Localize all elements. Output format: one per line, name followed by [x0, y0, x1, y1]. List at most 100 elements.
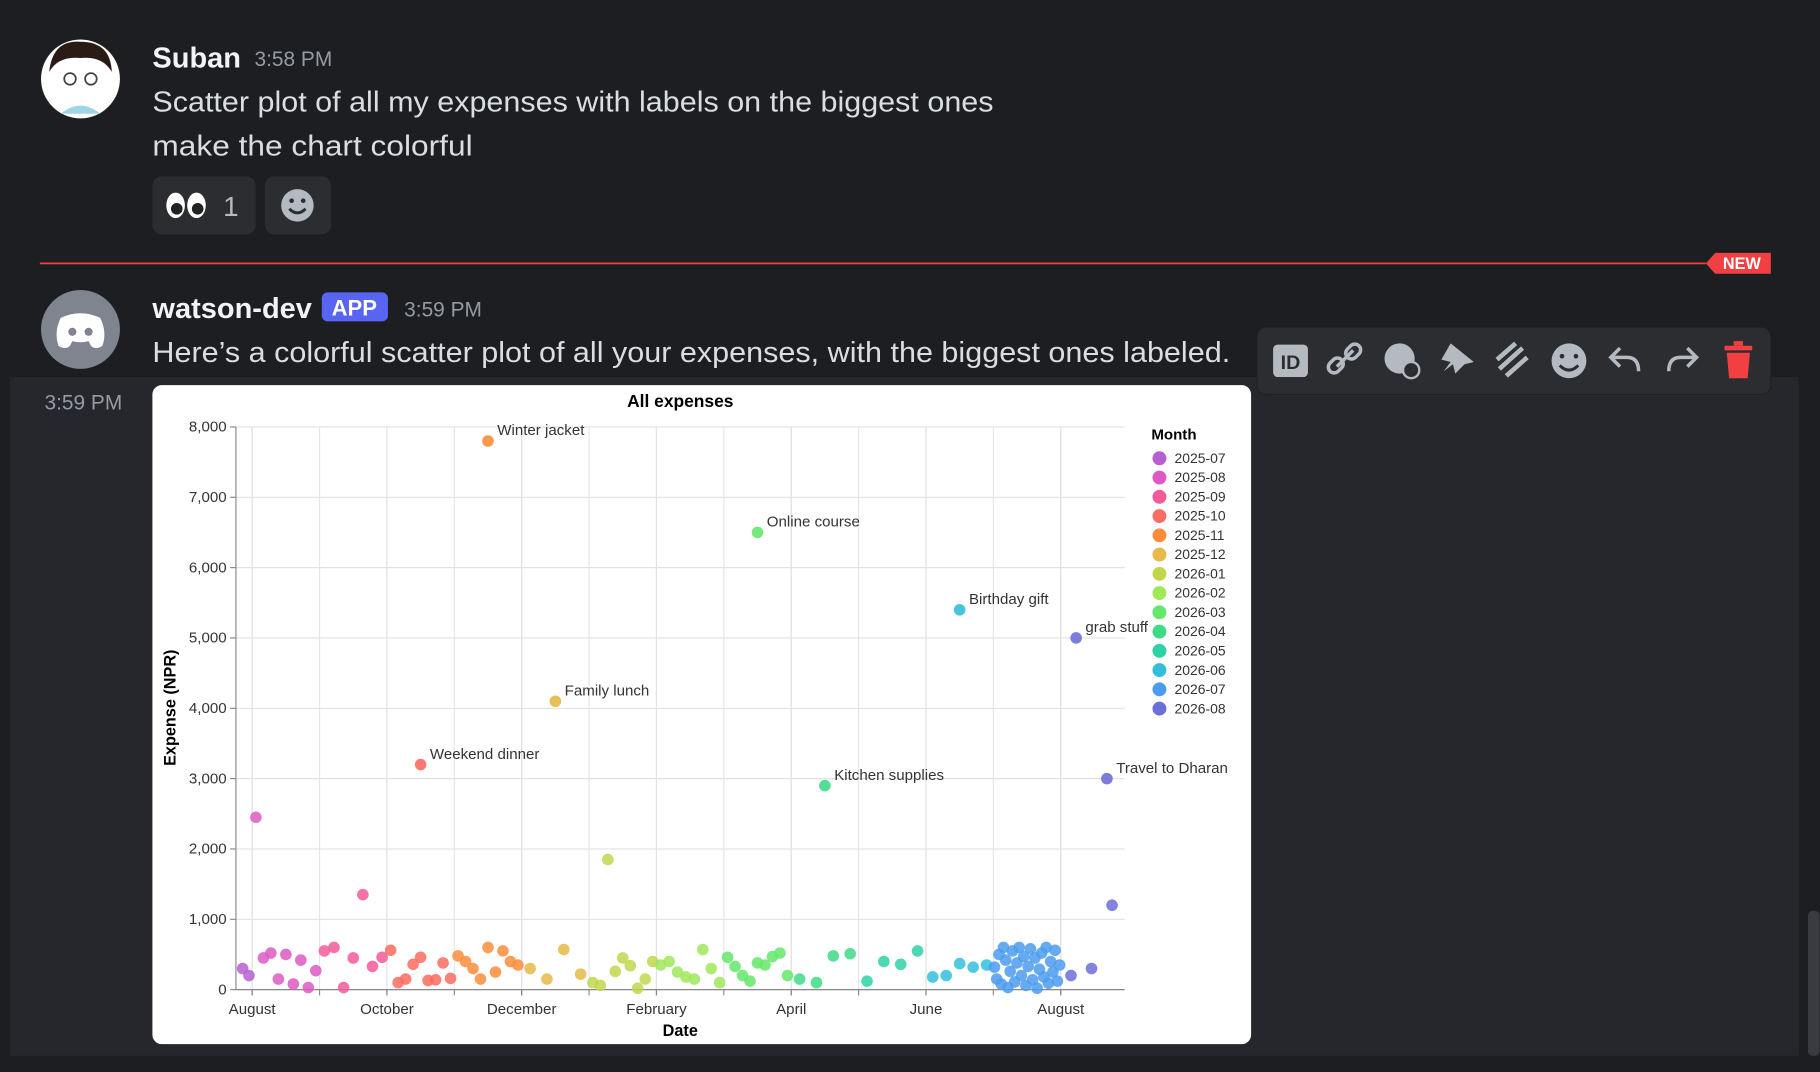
id-icon-label: ID [1281, 352, 1301, 374]
point [953, 957, 966, 970]
labeled-point [751, 526, 764, 539]
labeled-point [549, 695, 562, 708]
point [1015, 969, 1028, 982]
point [1065, 969, 1077, 982]
copy-link-button[interactable] [1326, 342, 1363, 376]
author-name[interactable]: watson-dev [151, 293, 312, 325]
legend-label: 2026-07 [1175, 681, 1226, 697]
x-tick-label: December [487, 1001, 557, 1018]
point [1017, 950, 1030, 963]
add-reaction[interactable] [264, 176, 332, 235]
y-tick-label: 7,000 [189, 489, 227, 506]
point [376, 951, 388, 964]
legend-swatch [1152, 682, 1167, 697]
y-tick-label: 8,000 [189, 419, 227, 436]
thread-button[interactable] [1384, 343, 1421, 380]
point [1085, 962, 1098, 975]
point [512, 959, 524, 971]
y-tick-label: 6,000 [189, 559, 227, 576]
point [1013, 941, 1026, 954]
point [1106, 899, 1118, 912]
point [861, 975, 873, 987]
reaction-button[interactable] [1551, 343, 1587, 379]
x-axis-label: Date [663, 1022, 698, 1040]
labeled-point [819, 779, 831, 792]
point [705, 962, 718, 975]
point [366, 960, 379, 973]
point-label: Travel to Dharan [1116, 760, 1228, 777]
point [1022, 960, 1034, 973]
point [302, 981, 315, 994]
point-label: Birthday gift [969, 591, 1049, 608]
labeled-point [1070, 632, 1082, 644]
scrollbar[interactable] [1807, 910, 1820, 1056]
y-axis-label: Expense (NPR) [162, 650, 180, 766]
point [1040, 941, 1052, 954]
legend-swatch [1152, 470, 1167, 485]
point [663, 955, 675, 968]
mark-button[interactable] [1495, 341, 1529, 378]
reply-button[interactable] [1608, 346, 1641, 372]
legend-swatch [1152, 586, 1167, 601]
point [844, 947, 856, 960]
point [1051, 975, 1064, 987]
point [609, 965, 622, 978]
point-label: Online course [767, 514, 860, 531]
labeled-point [953, 604, 966, 616]
forward-button[interactable] [1667, 346, 1700, 372]
legend-swatch [1152, 489, 1167, 504]
hover-timestamp: 3:59 PM [45, 392, 123, 415]
delete-button[interactable] [1724, 341, 1753, 379]
chart: All expenses Date Expense (NPR) Month 0 1… [162, 391, 1228, 1040]
message-text: Here’s a colorful scatter plot of all yo… [152, 337, 1230, 369]
point-label: Family lunch [565, 682, 650, 699]
point [774, 947, 786, 959]
point [250, 811, 262, 824]
legend-label: 2025-11 [1175, 527, 1225, 543]
bot-avatar[interactable] [41, 290, 120, 369]
avatar[interactable] [41, 39, 120, 119]
point [1024, 943, 1037, 955]
x-tick-label: August [1037, 1001, 1085, 1018]
point-label: grab stuff [1085, 619, 1148, 636]
chart-title: All expenses [627, 391, 733, 411]
point-label: Winter jacket [497, 422, 585, 439]
chart-card[interactable] [152, 385, 1252, 1045]
point [1031, 982, 1043, 995]
x-tick-label: June [910, 1001, 943, 1018]
point [671, 966, 684, 978]
point [524, 962, 536, 975]
point [280, 948, 292, 961]
legend-label: 2025-10 [1175, 508, 1226, 524]
legend-swatch [1152, 643, 1167, 658]
point [429, 973, 442, 986]
point [721, 951, 734, 964]
point [295, 954, 307, 966]
copy-id-button[interactable]: ID [1273, 344, 1308, 378]
point [729, 960, 741, 973]
y-tick-label: 4,000 [189, 700, 227, 717]
point [759, 959, 771, 971]
point [467, 962, 479, 975]
legend-label: 2026-02 [1175, 585, 1226, 601]
point [243, 969, 255, 982]
point [713, 976, 726, 989]
legend-label: 2025-07 [1175, 450, 1226, 466]
pin-button[interactable] [1441, 343, 1474, 374]
author-name[interactable]: Suban [152, 42, 241, 74]
point [444, 972, 457, 985]
point [459, 955, 472, 968]
reaction[interactable]: 1 [152, 176, 256, 235]
point [318, 945, 331, 957]
legend-swatch [1152, 624, 1167, 639]
legend-label: 2026-03 [1175, 604, 1226, 620]
legend-swatch [1152, 566, 1167, 581]
point [574, 968, 587, 980]
y-tick-label: 5,000 [189, 630, 227, 647]
grid: 0 1,000 2,000 3,000 4,000 5,000 6,000 7,000 8,00… [189, 419, 1125, 1018]
point [744, 975, 756, 987]
x-tick-label: August [229, 1001, 277, 1018]
labeled-point [414, 758, 427, 771]
legend-label: 2026-06 [1175, 662, 1226, 678]
point [940, 969, 953, 982]
